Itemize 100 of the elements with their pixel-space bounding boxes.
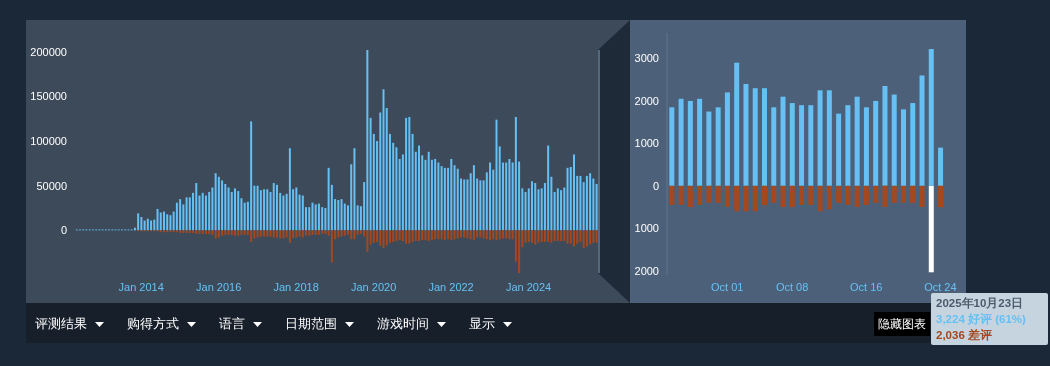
- bar: [938, 147, 944, 186]
- bar: [366, 50, 369, 231]
- bar: [398, 158, 401, 231]
- bar: [595, 230, 598, 243]
- bar: [159, 212, 162, 231]
- bar: [405, 117, 408, 231]
- bar: [505, 230, 508, 239]
- bar: [453, 230, 456, 240]
- text: 显示: [469, 315, 495, 333]
- bar: [463, 179, 466, 231]
- bar: [882, 185, 888, 208]
- bar: [836, 185, 842, 203]
- bar: [162, 211, 165, 231]
- bar: [882, 86, 888, 186]
- bar: [359, 230, 362, 234]
- bar: [195, 183, 198, 231]
- x-tick-label: Jan 2018: [273, 280, 319, 293]
- bar: [579, 230, 582, 242]
- bar: [585, 175, 588, 231]
- bar: [211, 187, 214, 231]
- bar: [919, 185, 925, 208]
- bar: [743, 185, 749, 212]
- bar: [891, 94, 897, 186]
- bar: [250, 230, 253, 242]
- text: 隐藏图表: [874, 312, 930, 336]
- bar: [534, 183, 537, 231]
- bar: [780, 96, 786, 186]
- bar: [495, 230, 498, 241]
- bar: [808, 105, 814, 186]
- bar: [234, 230, 236, 236]
- bar: [780, 185, 786, 208]
- bar: [427, 230, 430, 242]
- bar: [761, 88, 767, 186]
- bar: [492, 230, 495, 240]
- text: 游戏时间: [377, 315, 429, 333]
- bar: [259, 230, 262, 237]
- bar: [253, 230, 256, 239]
- bar: [434, 230, 437, 240]
- bar: [156, 208, 159, 231]
- bar: [376, 230, 379, 242]
- bar: [388, 230, 391, 243]
- bar: [854, 185, 860, 208]
- bar: [508, 230, 511, 240]
- bar: [295, 230, 298, 238]
- bar: [169, 215, 172, 231]
- bar: [224, 230, 227, 235]
- bar: [166, 214, 169, 231]
- y-tick-label: 1000: [634, 222, 659, 235]
- x-tick-label: Jan 2024: [505, 280, 552, 293]
- bar: [275, 230, 278, 238]
- bar: [498, 230, 501, 240]
- bar: [353, 230, 356, 240]
- bar: [379, 112, 382, 231]
- bar: [440, 230, 443, 240]
- bar: [188, 197, 191, 231]
- bar: [547, 145, 550, 231]
- bar: [317, 203, 320, 231]
- bar: [272, 230, 275, 238]
- bar: [372, 230, 375, 243]
- bar: [279, 230, 282, 239]
- bar: [288, 230, 291, 243]
- bar: [715, 107, 721, 186]
- bar: [221, 180, 224, 231]
- bar: [466, 230, 469, 239]
- bar: [385, 230, 388, 246]
- y-tick-label: 0: [652, 179, 659, 192]
- bar: [398, 230, 401, 241]
- bar: [485, 230, 488, 240]
- bar: [589, 173, 592, 231]
- bar: [595, 183, 598, 231]
- bar: [272, 183, 275, 231]
- bar: [282, 230, 285, 239]
- bar: [514, 116, 517, 231]
- bar: [466, 179, 469, 231]
- bar: [560, 190, 563, 231]
- x-tick-label: Oct 08: [775, 280, 809, 293]
- bar: [524, 230, 527, 243]
- bar: [540, 230, 543, 242]
- y-tick-label: 3000: [634, 52, 659, 65]
- bar: [282, 195, 285, 231]
- bar: [537, 230, 540, 243]
- bar: [553, 230, 556, 242]
- bar: [230, 230, 233, 235]
- bar: [234, 188, 236, 231]
- bar: [543, 230, 546, 242]
- bar: [450, 158, 453, 231]
- bar: [204, 195, 207, 231]
- bar: [437, 230, 440, 240]
- bar: [259, 190, 262, 231]
- bar: [208, 230, 211, 234]
- bar: [408, 116, 411, 231]
- bar: [752, 88, 758, 186]
- bar: [910, 103, 916, 186]
- bar: [140, 216, 143, 231]
- bar: [563, 187, 566, 231]
- bar: [256, 230, 259, 238]
- bar: [582, 230, 585, 249]
- bar: [845, 105, 851, 186]
- bar: [836, 113, 842, 186]
- text: 日期范围: [285, 315, 337, 333]
